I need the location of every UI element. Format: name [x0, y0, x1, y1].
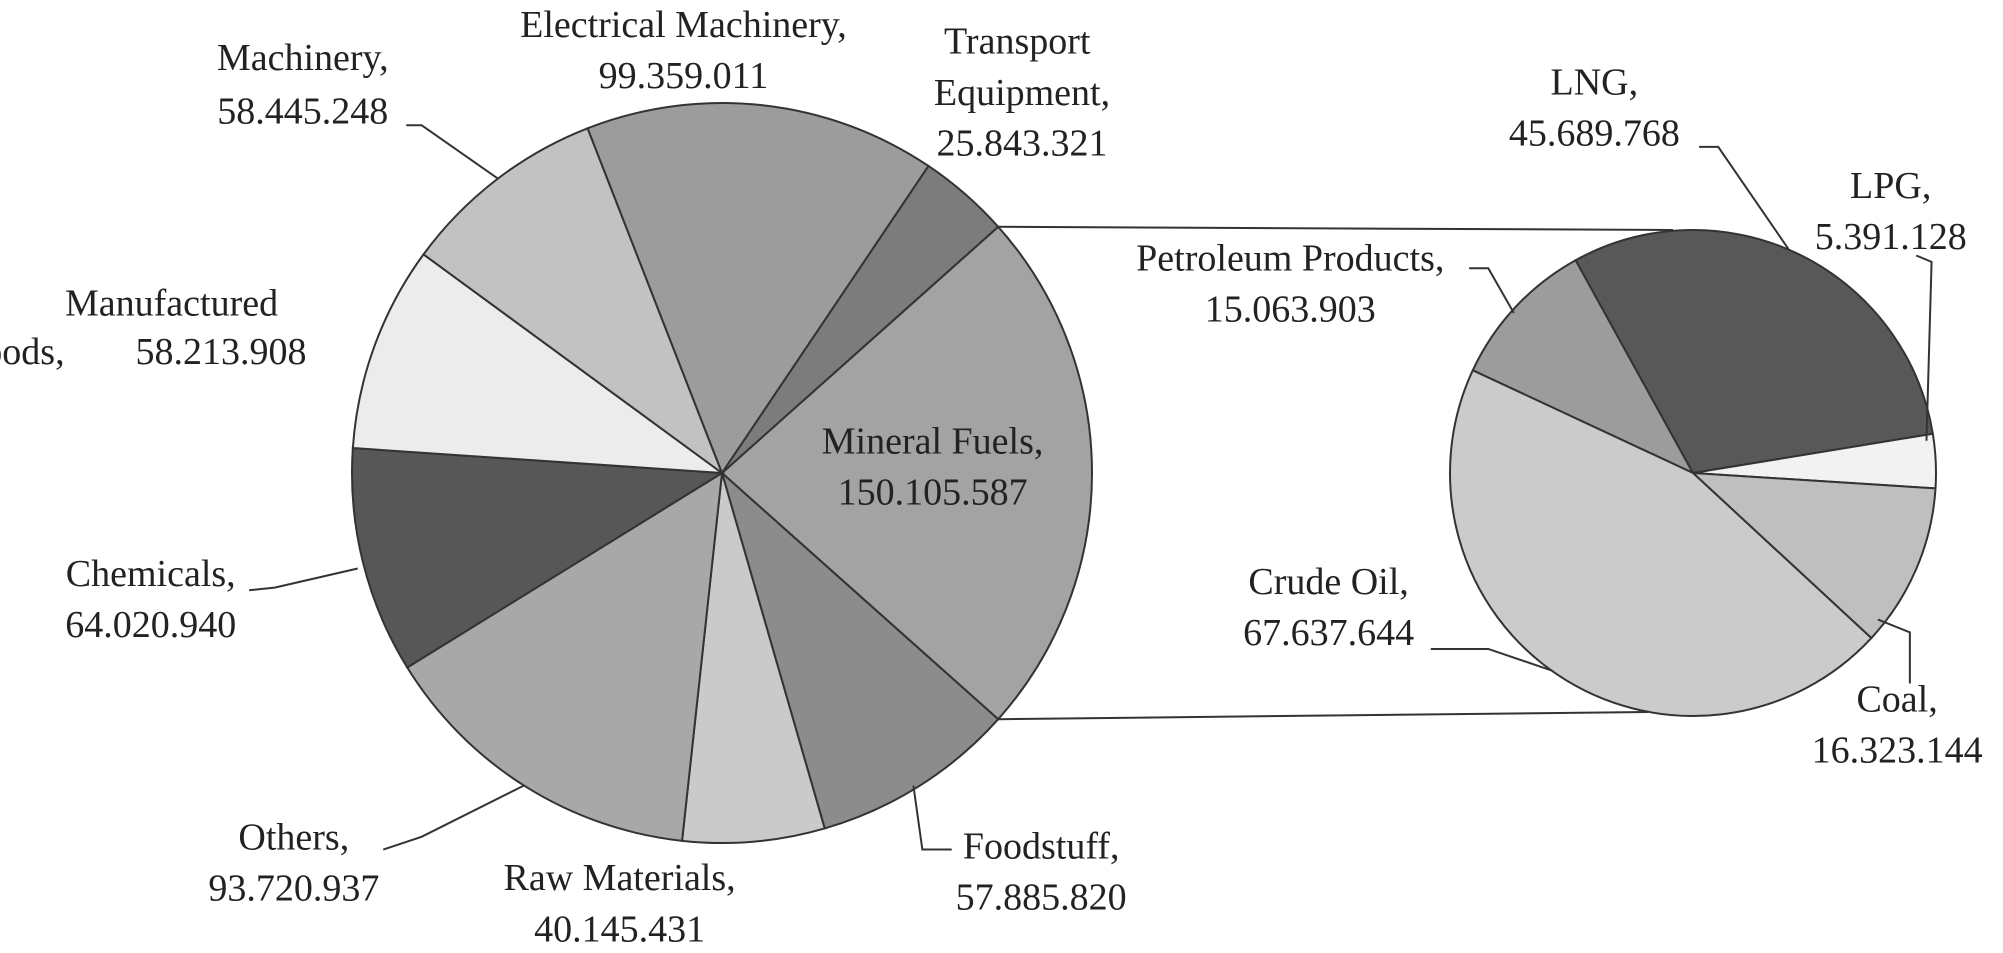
pie-slice [1449, 368, 1873, 717]
leader-line [1699, 145, 1790, 250]
leader-line [1915, 254, 1933, 441]
slice-value-label: 16.323.144 [1812, 729, 1983, 771]
pie-slice [405, 471, 724, 842]
connector-line [998, 225, 1674, 231]
leader-line [406, 124, 499, 180]
leader-line [249, 567, 358, 592]
slice-label: Others, [238, 816, 349, 858]
slice-label: Chemicals, [66, 553, 236, 595]
slice-value-label: 58.445.248 [217, 91, 388, 133]
slice-value-label: 67.637.644 [1243, 612, 1414, 654]
connector-line [998, 711, 1649, 721]
pie-slice [422, 126, 725, 476]
label-line: Manufactured [65, 282, 288, 324]
leader-line [1469, 267, 1515, 314]
slice-value-label: 93.720.937 [208, 867, 379, 909]
pie-slice [1471, 258, 1696, 476]
label-line: Goods, [0, 331, 65, 373]
slice-value-label: 58.213.908 [136, 331, 307, 373]
pie-slice [720, 469, 1000, 830]
slice-label: Foodstuff, [963, 825, 1120, 867]
slice-label: Coal, [1856, 678, 1937, 720]
label-line: Equipment, [934, 72, 1110, 114]
pie-slice [721, 164, 1000, 474]
slice-label: Crude Oil, [1248, 561, 1408, 603]
pie-slice [586, 102, 930, 476]
leader-line [382, 784, 525, 851]
slice-label: LPG, [1850, 165, 1931, 207]
slice-label: Raw Materials, [504, 857, 736, 899]
slice-value-label: 57.885.820 [956, 876, 1127, 918]
slice-value-label: 64.020.940 [65, 604, 236, 646]
slice-value-label: 99.359.011 [599, 55, 769, 97]
slice-value-label: 15.063.903 [1205, 289, 1376, 331]
label-line: Transport [944, 20, 1100, 62]
pie-slice [1690, 471, 1937, 640]
pie-slice [351, 252, 726, 475]
slice-label: Petroleum Products, [1136, 238, 1444, 280]
slice-label: Transport Equipment, [934, 20, 1110, 113]
slice-value-label: 150.105.587 [838, 471, 1028, 513]
slice-label: Machinery, [217, 37, 389, 79]
slice-value-label: 5.391.128 [1815, 216, 1967, 258]
pie-slice [680, 472, 826, 844]
leader-line [1877, 618, 1911, 684]
pie-slice [351, 446, 726, 669]
slice-value-label: 25.843.321 [937, 123, 1108, 165]
slice-value-label: 40.145.431 [534, 908, 705, 950]
pie-slice [1574, 229, 1934, 475]
slice-value-label: 45.689.768 [1509, 112, 1680, 154]
pie-slice [720, 225, 1093, 721]
slice-label: Manufactured Goods, [0, 282, 288, 373]
slice-label: Electrical Machinery, [520, 4, 847, 46]
slice-label: Mineral Fuels, [822, 420, 1044, 462]
leader-line [912, 785, 952, 851]
slice-label: LNG, [1551, 61, 1639, 103]
leader-line [1430, 647, 1553, 672]
